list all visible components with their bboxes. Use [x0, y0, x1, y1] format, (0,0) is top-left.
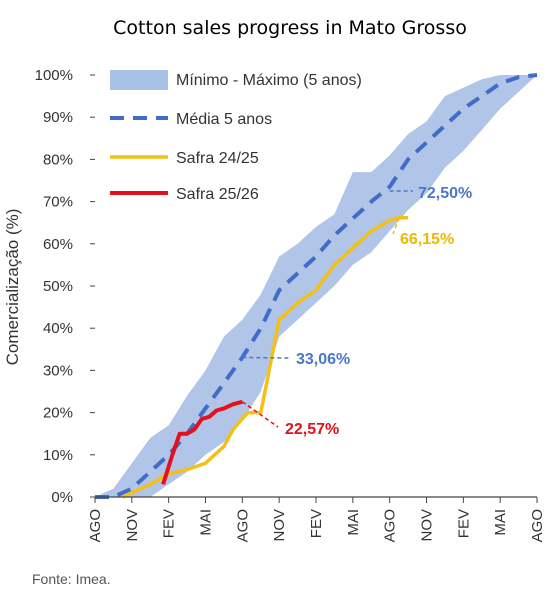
source-note: Fonte: Imea. [32, 571, 111, 587]
x-tick-label: AGO [529, 509, 546, 542]
y-tick-label: 90% [43, 109, 73, 126]
annotation-leader [242, 357, 290, 358]
x-tick-label: NOV [124, 509, 141, 542]
annotation-safra-2425-66: 66,15% [400, 231, 454, 248]
legend-label: Safra 25/26 [176, 186, 259, 203]
y-tick-label: 80% [43, 151, 73, 168]
x-tick-label: NOV [419, 509, 436, 542]
y-tick-label: 70% [43, 194, 73, 211]
x-tick-label: AGO [234, 509, 251, 542]
x-tick-label: FEV [455, 509, 472, 538]
chart-title: Cotton sales progress in Mato Grosso [113, 17, 467, 39]
x-tick-label: MAI [198, 509, 215, 536]
y-tick-label: 30% [43, 362, 73, 379]
x-tick-label: MAI [492, 509, 509, 536]
annotation-media-33: 33,06% [296, 351, 350, 368]
x-tick-label: AGO [87, 509, 104, 542]
y-tick-label: 0% [51, 489, 73, 506]
annotation-media-72: 72,50% [418, 185, 472, 202]
legend-label: Safra 24/25 [176, 150, 259, 167]
y-tick-label: 40% [43, 320, 73, 337]
legend-label: Média 5 anos [176, 111, 272, 128]
y-tick-label: 60% [43, 236, 73, 253]
x-tick-label: NOV [271, 509, 288, 542]
x-tick-label: FEV [308, 509, 325, 538]
legend-swatch-band [110, 70, 168, 90]
x-tick-label: AGO [382, 509, 399, 542]
legend: Mínimo - Máximo (5 anos) Média 5 anos Safr… [110, 70, 362, 203]
y-tick-label: 50% [43, 278, 73, 295]
x-tick-label: FEV [161, 509, 178, 538]
y-tick-label: 100% [35, 67, 73, 84]
y-tick-label: 20% [43, 405, 73, 422]
y-axis-label: Comercialização (%) [3, 209, 22, 366]
annotation-safra-2526-22: 22,57% [285, 421, 339, 438]
x-tick-label: MAI [345, 509, 362, 536]
y-tick-label: 10% [43, 447, 73, 464]
legend-label: Mínimo - Máximo (5 anos) [176, 72, 362, 89]
